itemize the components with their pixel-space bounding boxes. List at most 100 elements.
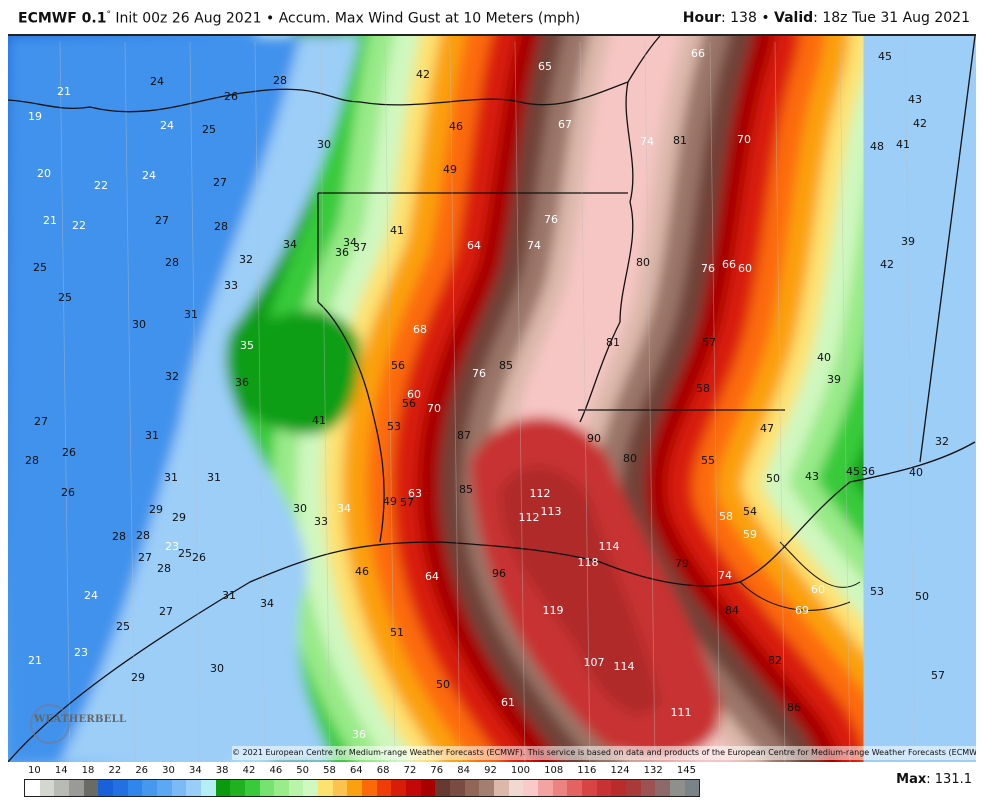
gust-value-label: 31 — [222, 589, 236, 602]
legend-swatch — [567, 780, 582, 796]
gust-value-label: 41 — [390, 224, 404, 237]
legend-swatch — [303, 780, 319, 796]
gust-value-label: 74 — [640, 135, 654, 148]
gust-value-label: 33 — [314, 515, 328, 528]
legend-tick: 14 — [54, 765, 68, 776]
legend-swatch — [171, 780, 187, 796]
legend-swatch — [406, 780, 421, 796]
forecast-time: Hour: 138 • Valid: 18z Tue 31 Aug 2021 — [683, 10, 970, 26]
gust-value-label: 32 — [165, 370, 179, 383]
gust-value-label: 112 — [530, 487, 551, 500]
legend-swatch — [259, 780, 275, 796]
gust-value-label: 64 — [425, 570, 439, 583]
max-value: Max: 131.1 — [896, 772, 972, 787]
gust-value-label: 36 — [335, 246, 349, 259]
gust-value-label: 56 — [402, 397, 416, 410]
wind-gust-map: 21 19 24 26 28 24 25 20 22 24 27 21 22 27 28 30 42 46 49 34… — [8, 34, 976, 762]
gust-value-label: 25 — [33, 261, 47, 274]
gust-value-label: 32 — [239, 253, 253, 266]
legend-swatch — [655, 780, 670, 796]
gust-value-label: 26 — [192, 551, 206, 564]
green-lobe — [232, 310, 360, 435]
gust-value-label: 49 — [383, 495, 397, 508]
gust-value-label: 84 — [725, 604, 739, 617]
gust-value-label: 23 — [74, 646, 88, 659]
gust-value-label: 36 — [861, 465, 875, 478]
gust-value-label: 19 — [28, 110, 42, 123]
legend-swatch — [523, 780, 538, 796]
ms-al-border — [919, 36, 976, 463]
gust-value-label: 61 — [501, 696, 515, 709]
gust-value-label: 86 — [787, 701, 801, 714]
legend-swatch — [215, 780, 231, 796]
legend-swatch — [420, 780, 436, 796]
separator: • — [761, 10, 770, 26]
gust-value-label: 53 — [387, 420, 401, 433]
gust-value-label: 33 — [224, 279, 238, 292]
legend-tick: 64 — [349, 765, 363, 776]
gust-value-label: 49 — [443, 163, 457, 176]
max-gust-core — [500, 466, 660, 714]
legend-tick: 18 — [81, 765, 95, 776]
legend-tick: 132 — [643, 765, 663, 776]
gust-value-label: 24 — [142, 169, 156, 182]
legend-ticks: 10 14 18 22 26 30 34 38 42 46 50 58 64 68 72 76 84 92 100 1… — [24, 765, 700, 779]
gust-value-label: 60 — [811, 583, 825, 596]
legend-tick: 76 — [430, 765, 444, 776]
gust-value-label: 27 — [213, 176, 227, 189]
county-line — [839, 41, 851, 762]
gust-value-label: 36 — [352, 728, 366, 741]
gust-value-label: 70 — [737, 133, 751, 146]
gust-value-label: 29 — [172, 511, 186, 524]
gust-value-label: 35 — [240, 339, 254, 352]
legend-swatch — [625, 780, 641, 796]
mississippi-river — [579, 81, 634, 423]
gust-value-label: 25 — [58, 291, 72, 304]
gust-value-label: 22 — [72, 219, 86, 232]
gust-value-label: 31 — [184, 308, 198, 321]
gust-value-label: 42 — [880, 258, 894, 271]
gust-value-label: 27 — [34, 415, 48, 428]
legend-swatch — [25, 780, 40, 796]
county-line — [189, 41, 201, 762]
county-line — [644, 41, 656, 762]
gust-value-label: 85 — [459, 483, 473, 496]
gust-value-label: 74 — [527, 239, 541, 252]
legend-swatch — [230, 780, 245, 796]
county-line — [124, 41, 136, 762]
gust-value-label: 27 — [138, 551, 152, 564]
gust-value-label: 63 — [408, 487, 422, 500]
legend-swatch — [83, 780, 99, 796]
legend-swatch — [244, 780, 260, 796]
gust-value-label: 66 — [722, 258, 736, 271]
gust-value-label: 41 — [896, 138, 910, 151]
gust-value-label: 42 — [913, 117, 927, 130]
legend-swatch — [288, 780, 304, 796]
map-title: ECMWF 0.1° Init 00z 26 Aug 2021 • Accum.… — [18, 10, 580, 27]
legend-swatch — [156, 780, 172, 796]
legend-tick: 100 — [510, 765, 530, 776]
gust-value-label: 27 — [155, 214, 169, 227]
gust-value-label: 56 — [391, 359, 405, 372]
legend-swatch — [347, 780, 363, 796]
model-name: ECMWF 0.1 — [18, 10, 107, 27]
county-line — [59, 41, 71, 762]
gust-value-label: 57 — [400, 496, 414, 509]
legend-swatch — [508, 780, 524, 796]
legend-tick: 46 — [269, 765, 283, 776]
county-line — [579, 41, 591, 762]
gust-value-label: 30 — [317, 138, 331, 151]
gust-value-label: 55 — [701, 454, 715, 467]
gust-value-label: 87 — [457, 429, 471, 442]
gust-value-labels: 21 19 24 26 28 24 25 20 22 24 27 21 22 27 28 30 42 46 49 34… — [25, 47, 949, 741]
weatherbell-logo: WEATHERBELL — [30, 700, 126, 744]
legend-swatch — [684, 780, 700, 796]
gust-value-label: 45 — [846, 465, 860, 478]
gust-value-label: 60 — [738, 262, 752, 275]
gust-value-label: 74 — [718, 569, 732, 582]
legend-swatch — [142, 780, 157, 796]
county-line — [449, 41, 461, 762]
gulf-coastline — [8, 441, 976, 762]
gust-value-label: 85 — [499, 359, 513, 372]
gust-value-label: 80 — [636, 256, 650, 269]
